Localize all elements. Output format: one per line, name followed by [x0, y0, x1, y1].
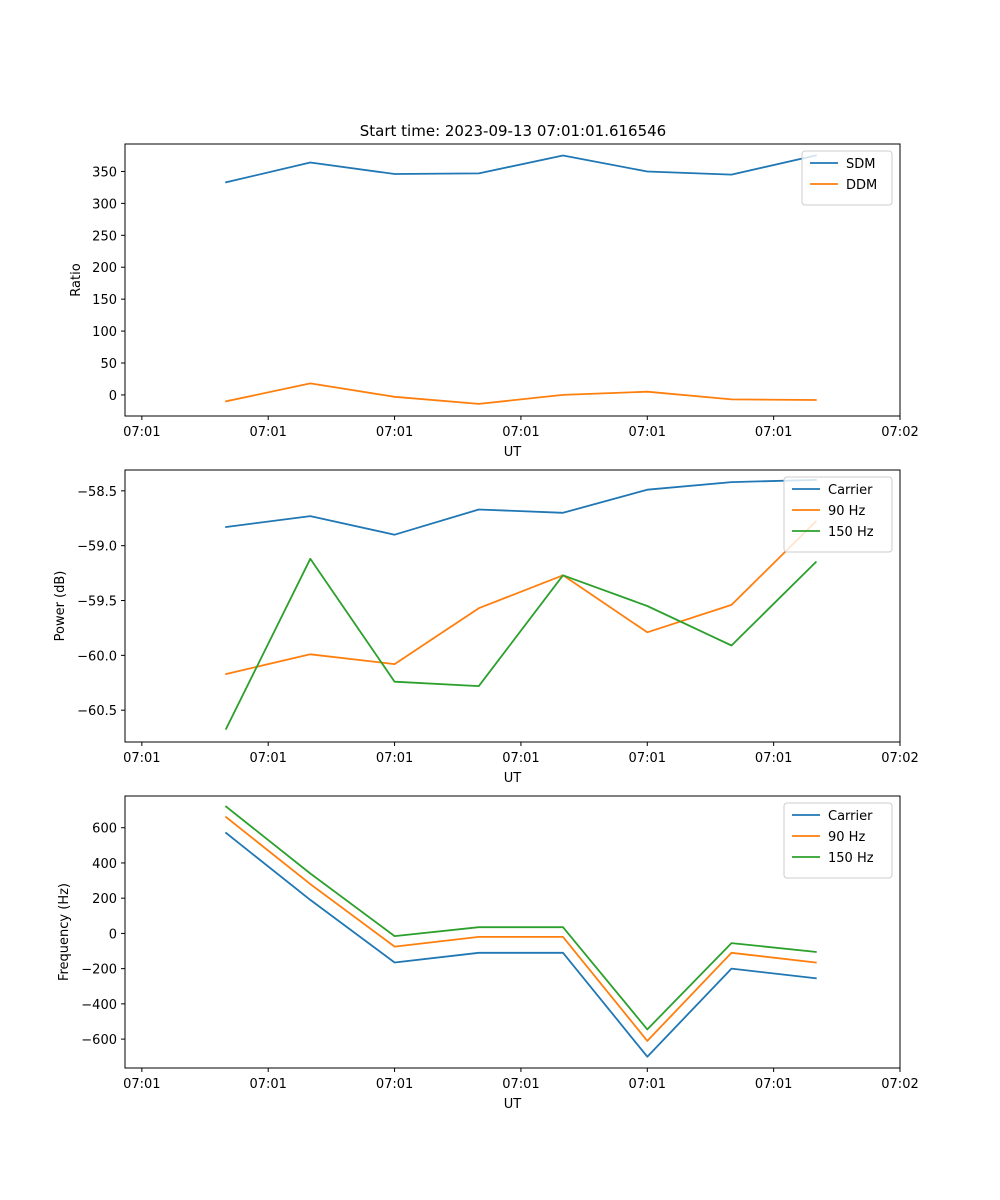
- axes-frame: [124, 795, 901, 1069]
- x-tick-label: 07:01: [629, 751, 666, 766]
- y-tick-label: −58.5: [77, 485, 117, 500]
- x-tick-label: 07:01: [755, 425, 792, 440]
- legend: Carrier 90 Hz 150 Hz: [783, 476, 893, 553]
- figure-title: Start time: 2023-09-13 07:01:01.616546: [360, 122, 666, 140]
- legend-entry: 90 Hz: [828, 830, 865, 845]
- x-tick-label: 07:01: [376, 751, 413, 766]
- series-line-carrier: [224, 831, 817, 1058]
- x-tick-label: 07:01: [249, 425, 286, 440]
- legend-box: [801, 150, 893, 206]
- x-tick-label: 07:01: [755, 1077, 792, 1092]
- y-tick-label: −59.0: [77, 540, 117, 555]
- series-line-sdm: [225, 154, 817, 184]
- x-tick-label: 07:01: [249, 751, 286, 766]
- y-tick-label: 250: [92, 229, 117, 244]
- x-tick-label: 07:01: [629, 1077, 666, 1092]
- legend-box: [783, 802, 893, 879]
- legend: Carrier 90 Hz 150 Hz: [783, 802, 893, 879]
- x-tick-label: 07:01: [123, 425, 160, 440]
- legend-entry: Carrier: [828, 483, 873, 498]
- y-axis-label: Frequency (Hz): [57, 883, 72, 981]
- x-tick-label: 07:02: [881, 425, 918, 440]
- y-tick-label: 200: [92, 261, 117, 276]
- y-axis-label: Ratio: [69, 263, 84, 296]
- x-tick-label: 07:02: [881, 1077, 918, 1092]
- series-line-ddm: [225, 382, 817, 405]
- x-tick-label: 07:01: [755, 751, 792, 766]
- y-tick-label: 400: [92, 857, 117, 872]
- x-tick-label: 07:01: [123, 751, 160, 766]
- x-tick-label: 07:01: [502, 751, 539, 766]
- legend-box: [783, 476, 893, 553]
- y-axis-label: Power (dB): [53, 571, 68, 642]
- y-tick-label: 50: [100, 357, 117, 372]
- x-tick-label: 07:01: [376, 1077, 413, 1092]
- legend-entry: 150 Hz: [828, 851, 874, 866]
- x-tick-label: 07:02: [881, 751, 918, 766]
- legend-entry: 90 Hz: [828, 504, 865, 519]
- y-tick-label: 0: [109, 927, 117, 942]
- series-line-carrier: [225, 478, 817, 536]
- x-tick-label: 07:01: [376, 425, 413, 440]
- y-tick-label: −400: [81, 998, 117, 1013]
- x-tick-label: 07:01: [123, 1077, 160, 1092]
- x-tick-label: 07:01: [249, 1077, 286, 1092]
- y-tick-label: −59.5: [77, 595, 117, 610]
- y-tick-label: −200: [81, 963, 117, 978]
- axes-frame: [124, 143, 901, 417]
- ratio-panel: 07:01 07:01 07:01 07:01 07:01 07:01 07:02 0 50 10…: [69, 143, 919, 460]
- y-tick-label: −600: [81, 1033, 117, 1048]
- y-tick-label: 100: [92, 325, 117, 340]
- y-tick-label: 350: [92, 165, 117, 180]
- y-tick-label: −60.0: [77, 649, 117, 664]
- x-tick-label: 07:01: [502, 1077, 539, 1092]
- y-tick-label: 300: [92, 197, 117, 212]
- power-panel: 07:01 07:01 07:01 07:01 07:01 07:01 07:02 −60.5…: [53, 469, 919, 786]
- y-tick-label: −60.5: [77, 704, 117, 719]
- x-tick-label: 07:01: [502, 425, 539, 440]
- x-axis-label: UT: [504, 1097, 522, 1112]
- legend-entry: Carrier: [828, 809, 873, 824]
- y-tick-label: 600: [92, 822, 117, 837]
- y-tick-label: 200: [92, 892, 117, 907]
- legend-entry: 150 Hz: [828, 525, 874, 540]
- legend-entry: SDM: [846, 157, 875, 172]
- series-line-150-hz: [224, 805, 817, 1031]
- legend: SDM DDM: [801, 150, 893, 206]
- series-line-150-hz: [224, 557, 818, 731]
- y-tick-label: 150: [92, 293, 117, 308]
- x-tick-label: 07:01: [629, 425, 666, 440]
- x-axis-label: UT: [504, 445, 522, 460]
- y-tick-label: 0: [109, 389, 117, 404]
- series-line-90-hz: [224, 815, 817, 1042]
- x-axis-label: UT: [504, 771, 522, 786]
- frequency-panel: 07:01 07:01 07:01 07:01 07:01 07:01 07:02 −600 −…: [57, 795, 919, 1112]
- axes-frame: [124, 469, 901, 743]
- legend-entry: DDM: [846, 178, 877, 193]
- series-line-90-hz: [225, 520, 818, 676]
